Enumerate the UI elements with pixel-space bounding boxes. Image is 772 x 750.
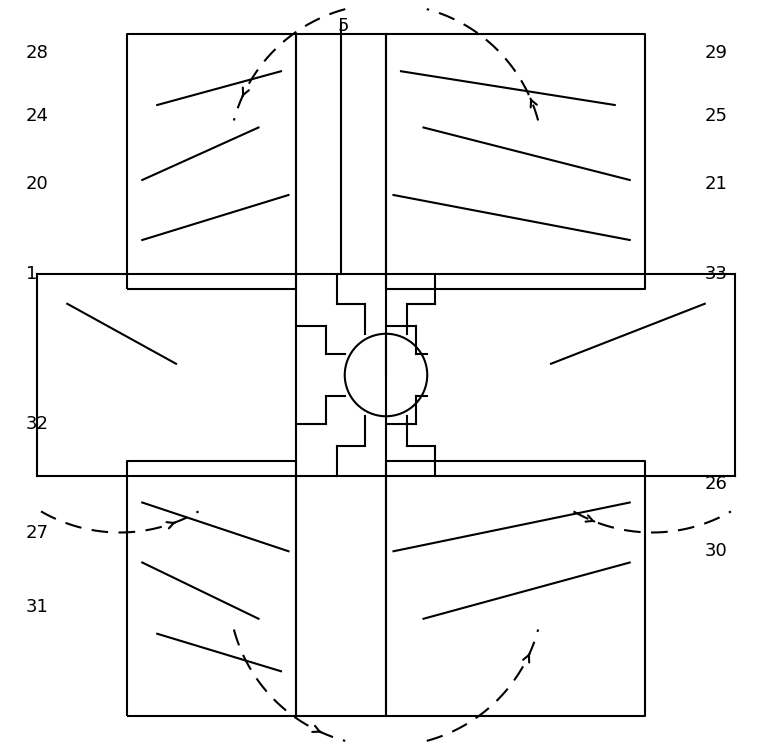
Text: 25: 25 [705,107,728,125]
Text: 5: 5 [337,17,349,35]
Text: 21: 21 [705,175,728,193]
Text: 27: 27 [26,524,49,542]
Text: 26: 26 [705,475,728,493]
Text: 33: 33 [705,265,728,283]
Text: 20: 20 [26,175,49,193]
Text: 31: 31 [26,598,49,616]
Text: 1: 1 [26,265,37,283]
Text: 30: 30 [705,542,727,560]
Text: 32: 32 [26,415,49,433]
Text: 28: 28 [26,44,49,62]
Text: 29: 29 [705,44,728,62]
Text: 24: 24 [26,107,49,125]
